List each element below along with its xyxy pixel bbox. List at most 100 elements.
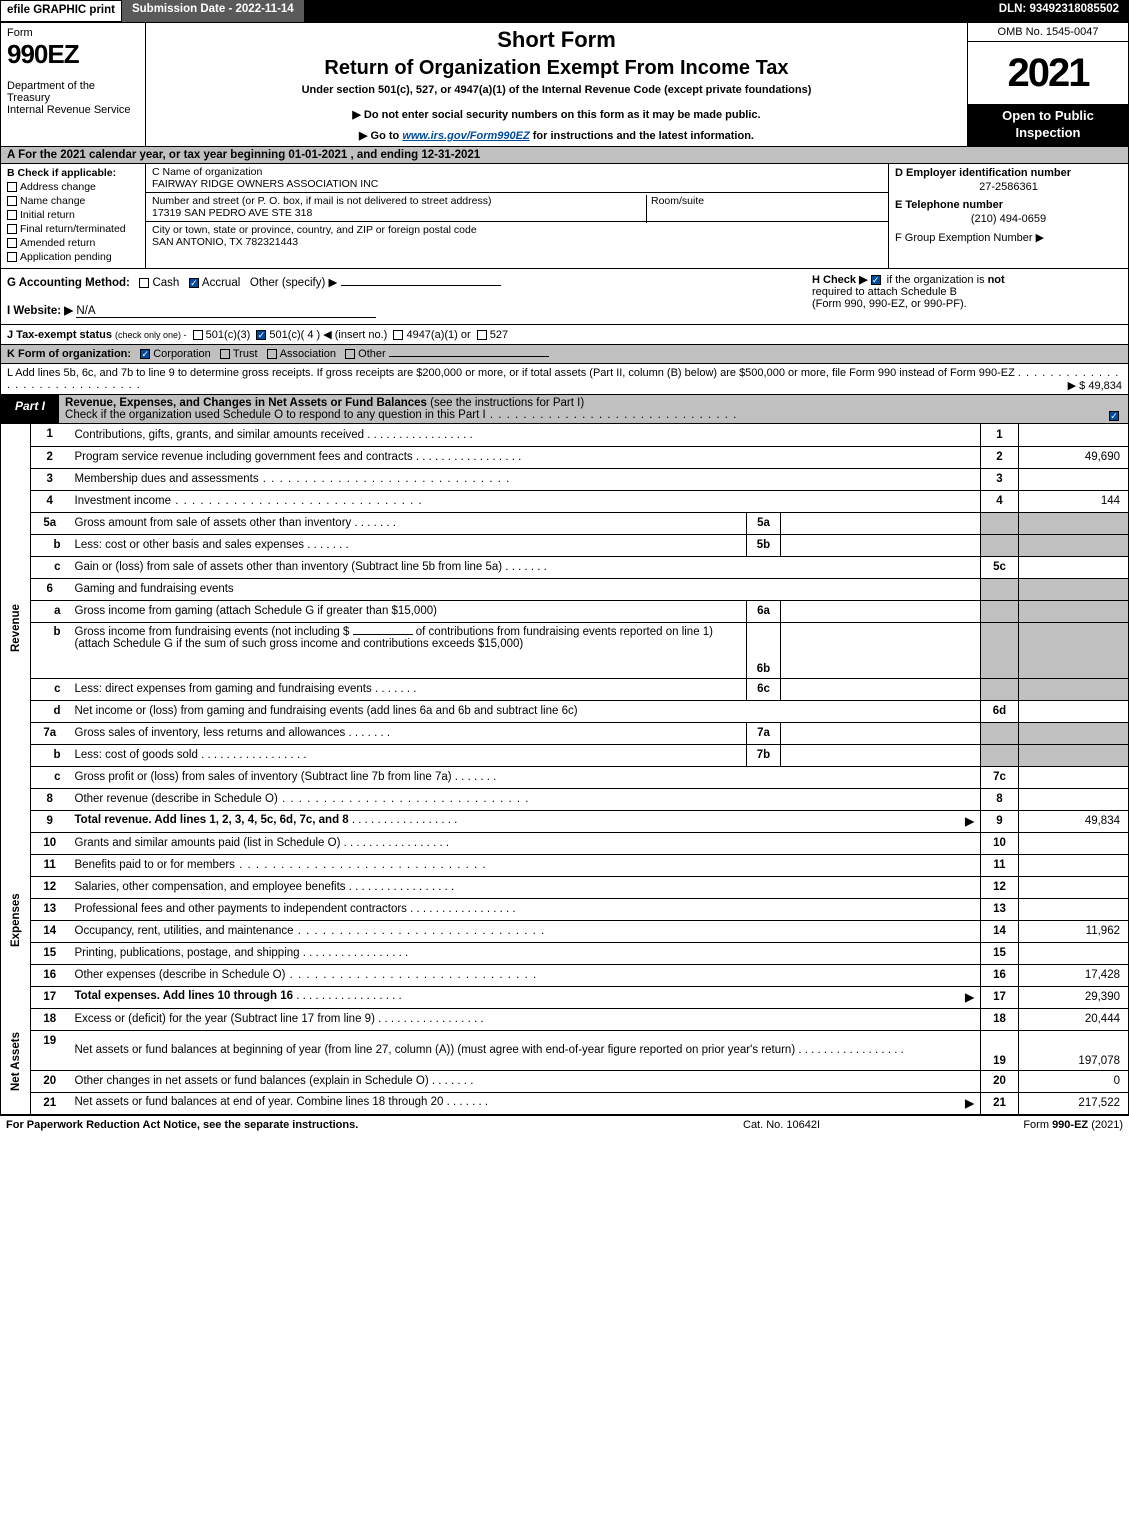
ln6-val [1019,578,1129,600]
ln7c-desc: Gross profit or (loss) from sales of inv… [75,771,452,783]
ln5a-box [981,512,1019,534]
ln5a-subval [781,512,981,534]
ln6d-num: d [31,700,69,722]
chk-501c3[interactable] [193,330,203,340]
do-not-enter: ▶ Do not enter social security numbers o… [154,108,959,121]
header-left: Form 990EZ Department of the Treasury In… [1,23,146,146]
other-specify-line[interactable] [341,285,501,286]
ln5b-desc: Less: cost or other basis and sales expe… [75,539,305,551]
ln6b-blank[interactable] [353,634,413,635]
ln2-val: 49,690 [1019,446,1129,468]
ln13-box: 13 [981,898,1019,920]
chk-application-pending[interactable]: Application pending [7,251,139,263]
line-9: 9 Total revenue. Add lines 1, 2, 3, 4, 5… [1,810,1129,832]
chk-h[interactable] [871,275,881,285]
part1-header: Part I Revenue, Expenses, and Changes in… [0,395,1129,424]
ln15-box: 15 [981,942,1019,964]
footer-left: For Paperwork Reduction Act Notice, see … [6,1119,743,1131]
ln9-val: 49,834 [1019,810,1129,832]
dln-label: DLN: 93492318085502 [989,0,1129,22]
street-value: 17319 SAN PEDRO AVE STE 318 [152,207,882,219]
ln11-desc: Benefits paid to or for members [75,859,235,871]
line-18: Net Assets 18 Excess or (deficit) for th… [1,1008,1129,1030]
other-label: Other (specify) ▶ [250,277,337,289]
chk-initial-return[interactable]: Initial return [7,209,139,221]
line-6: 6 Gaming and fundraising events [1,578,1129,600]
header-right: OMB No. 1545-0047 2021 Open to Public In… [968,23,1128,146]
ln20-num: 20 [31,1070,69,1092]
ln9-num: 9 [31,810,69,832]
efile-label: efile GRAPHIC print [0,0,122,22]
ln5c-box: 5c [981,556,1019,578]
phone-value: (210) 494-0659 [895,213,1122,225]
chk-527[interactable] [477,330,487,340]
part1-table: Revenue 1 Contributions, gifts, grants, … [0,424,1129,1115]
line-3: 3 Membership dues and assessments 3 [1,468,1129,490]
ln3-box: 3 [981,468,1019,490]
chk-final-return[interactable]: Final return/terminated [7,223,139,235]
ln19-desc: Net assets or fund balances at beginning… [75,1044,796,1056]
j-insert-no: (insert no.) [323,329,387,341]
form-label: Form [7,27,139,39]
chk-other[interactable] [345,349,355,359]
h-label: H Check ▶ [812,274,868,286]
k-label: K Form of organization: [7,348,131,360]
i-label: I Website: ▶ [7,305,73,317]
ln1-val [1019,424,1129,446]
page-footer: For Paperwork Reduction Act Notice, see … [0,1115,1129,1134]
chk-association[interactable] [267,349,277,359]
netassets-side-label: Net Assets [1,1008,31,1114]
name-label: C Name of organization [152,166,882,178]
chk-amended-return[interactable]: Amended return [7,237,139,249]
chk-schedule-o[interactable] [1109,411,1119,421]
chk-4947[interactable] [393,330,403,340]
b-title: B Check if applicable: [7,167,139,179]
chk-trust[interactable] [220,349,230,359]
ln6-desc: Gaming and fundraising events [69,578,981,600]
footer-cat-no: Cat. No. 10642I [743,1119,943,1131]
ln6b-val [1019,622,1129,678]
ln8-desc: Other revenue (describe in Schedule O) [75,793,278,805]
ln10-desc: Grants and similar amounts paid (list in… [75,837,341,849]
under-section: Under section 501(c), 527, or 4947(a)(1)… [154,84,959,96]
expenses-side-label: Expenses [1,832,31,1008]
col-def: D Employer identification number 27-2586… [888,164,1128,268]
h-text1: if the organization is [887,274,988,286]
ln5b-num: b [31,534,69,556]
ln17-desc: Total expenses. Add lines 10 through 16 [75,990,294,1002]
ln5a-desc: Gross amount from sale of assets other t… [75,517,352,529]
h-text2: required to attach Schedule B [812,286,957,298]
revenue-side-label: Revenue [1,424,31,832]
cash-label: Cash [152,277,179,289]
ln6-box [981,578,1019,600]
ln11-num: 11 [31,854,69,876]
ln6c-sub: 6c [747,678,781,700]
ln5a-sub: 5a [747,512,781,534]
ein-label: D Employer identification number [895,167,1122,179]
irs-link[interactable]: www.irs.gov/Form990EZ [402,130,529,142]
chk-cash[interactable] [139,278,149,288]
l-amount: ▶ $ 49,834 [1068,379,1122,392]
row-k: K Form of organization: Corporation Trus… [0,345,1129,364]
k-other: Other [358,348,386,360]
chk-name-change[interactable]: Name change [7,195,139,207]
chk-accrual[interactable] [189,278,199,288]
ln6a-subval [781,600,981,622]
return-title: Return of Organization Exempt From Incom… [154,57,959,80]
tax-year: 2021 [968,42,1128,104]
ln16-box: 16 [981,964,1019,986]
ln11-val [1019,854,1129,876]
accrual-label: Accrual [202,277,240,289]
chk-corporation[interactable] [140,349,150,359]
ln13-num: 13 [31,898,69,920]
ln5c-num: c [31,556,69,578]
ln7a-sub: 7a [747,722,781,744]
chk-address-change[interactable]: Address change [7,181,139,193]
k-other-line[interactable] [389,356,549,357]
chk-501c[interactable] [256,330,266,340]
ln6c-subval [781,678,981,700]
ln6-num: 6 [31,578,69,600]
line-6a: a Gross income from gaming (attach Sched… [1,600,1129,622]
ln10-box: 10 [981,832,1019,854]
ln4-val: 144 [1019,490,1129,512]
